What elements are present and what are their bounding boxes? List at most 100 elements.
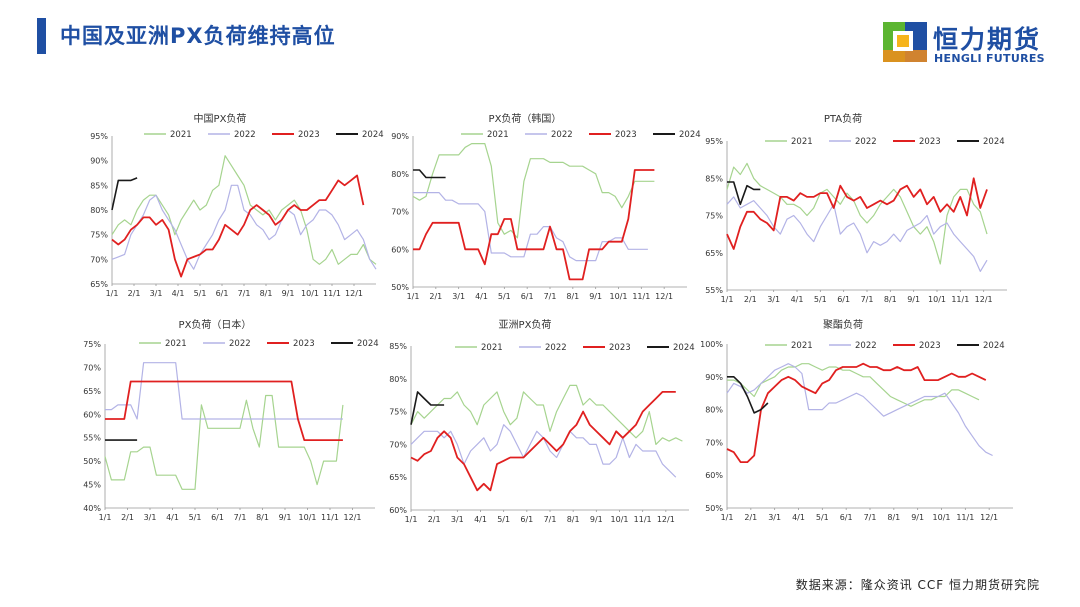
y-tick-label: 60% xyxy=(391,245,409,254)
x-tick-label: 10/1 xyxy=(301,289,319,298)
y-tick-label: 65% xyxy=(83,387,101,396)
chart-polyester-load: 聚酯负荷 2021 2022 2023 2024 50% 60% 70% 80% 90% 100% 1… xyxy=(700,318,1013,522)
series-line-2023 xyxy=(410,391,676,492)
x-tick-label: 9/1 xyxy=(590,515,603,524)
chart-pta-load: PTA负荷 2021 2022 2023 2024 55% 65% 75% 85% 95% 1/1 2… xyxy=(705,112,1007,304)
series-line-2024 xyxy=(727,375,769,414)
logo-english-name: HENGLI FUTURES xyxy=(934,52,1045,65)
x-tick-label: 5/1 xyxy=(816,513,829,522)
x-tick-label: 8/1 xyxy=(256,513,269,522)
legend-label: 2022 xyxy=(551,130,573,140)
y-tick-label: 65% xyxy=(389,473,407,482)
chart-title: PX负荷（日本） xyxy=(179,318,252,331)
series-line-2024 xyxy=(413,169,446,179)
y-tick-label: 85% xyxy=(90,181,108,190)
legend-label: 2024 xyxy=(983,137,1005,147)
legend-label: 2022 xyxy=(229,339,251,349)
x-tick-label: 10/1 xyxy=(299,513,317,522)
y-tick-label: 85% xyxy=(389,342,407,351)
y-tick-label: 70% xyxy=(391,208,409,217)
title-accent-bar xyxy=(37,18,46,54)
legend-label: 2022 xyxy=(855,341,877,351)
chart-title: 亚洲PX负荷 xyxy=(499,318,552,331)
x-tick-label: 5/1 xyxy=(189,513,202,522)
series-line-2023 xyxy=(413,169,655,281)
series-line-2021 xyxy=(410,384,683,446)
x-tick-label: 10/1 xyxy=(610,292,628,301)
x-tick-label: 7/1 xyxy=(238,289,251,298)
x-tick-label: 11/1 xyxy=(323,289,341,298)
x-tick-label: 12/1 xyxy=(980,513,998,522)
legend-label: 2021 xyxy=(487,130,509,140)
legend-label: 2023 xyxy=(293,339,315,349)
x-tick-label: 6/1 xyxy=(211,513,224,522)
legend-label: 2023 xyxy=(609,343,631,353)
y-tick-label: 50% xyxy=(391,283,409,292)
chart-asia-px-load: 亚洲PX负荷 2021 2022 2023 2024 60% 65% 70% 75% 80% 85%… xyxy=(389,318,694,524)
x-tick-label: 10/1 xyxy=(933,513,951,522)
legend-label: 2021 xyxy=(791,137,813,147)
series-line-2021 xyxy=(726,162,988,265)
y-tick-label: 60% xyxy=(389,506,407,515)
y-tick-label: 80% xyxy=(90,206,108,215)
x-tick-label: 6/1 xyxy=(521,292,534,301)
x-tick-label: 2/1 xyxy=(429,292,442,301)
y-tick-label: 65% xyxy=(705,249,723,258)
x-tick-label: 7/1 xyxy=(861,295,874,304)
page-title: 中国及亚洲PX负荷维持高位 xyxy=(60,24,336,48)
x-tick-label: 3/1 xyxy=(452,292,465,301)
y-tick-label: 75% xyxy=(90,231,108,240)
series-line-2022 xyxy=(726,196,988,272)
legend-label: 2021 xyxy=(165,339,187,349)
x-tick-label: 11/1 xyxy=(634,515,652,524)
series-line-2023 xyxy=(111,174,365,278)
series-line-2021 xyxy=(104,394,344,490)
legend-label: 2023 xyxy=(298,130,320,140)
x-tick-label: 8/1 xyxy=(884,295,897,304)
logo-chinese-name: 恒力期货 xyxy=(933,25,1042,54)
legend-label: 2023 xyxy=(919,341,941,351)
series-line-2023 xyxy=(105,380,343,441)
x-tick-label: 12/1 xyxy=(657,515,675,524)
x-tick-label: 12/1 xyxy=(655,292,673,301)
x-tick-label: 3/1 xyxy=(451,515,464,524)
logo-mark-icon xyxy=(883,22,927,62)
series-line-2022 xyxy=(111,184,377,270)
x-tick-label: 4/1 xyxy=(475,292,488,301)
x-tick-label: 10/1 xyxy=(928,295,946,304)
x-tick-label: 5/1 xyxy=(498,292,511,301)
x-tick-label: 8/1 xyxy=(566,292,579,301)
x-tick-label: 4/1 xyxy=(166,513,179,522)
y-tick-label: 80% xyxy=(705,406,723,415)
legend-label: 2021 xyxy=(170,130,192,140)
x-tick-label: 4/1 xyxy=(474,515,487,524)
x-tick-label: 1/1 xyxy=(721,513,734,522)
y-tick-label: 90% xyxy=(90,157,108,166)
chart-title: 聚酯负荷 xyxy=(823,318,863,331)
legend-label: 2024 xyxy=(679,130,701,140)
x-tick-label: 1/1 xyxy=(106,289,119,298)
legend-label: 2024 xyxy=(983,341,1005,351)
x-tick-label: 9/1 xyxy=(282,289,295,298)
x-tick-label: 5/1 xyxy=(497,515,510,524)
y-tick-label: 60% xyxy=(705,471,723,480)
x-tick-label: 6/1 xyxy=(837,295,850,304)
x-tick-label: 10/1 xyxy=(611,515,629,524)
x-tick-label: 8/1 xyxy=(887,513,900,522)
x-tick-label: 12/1 xyxy=(345,289,363,298)
x-tick-label: 3/1 xyxy=(768,513,781,522)
x-tick-label: 7/1 xyxy=(544,515,557,524)
x-tick-label: 2/1 xyxy=(121,513,134,522)
x-tick-label: 1/1 xyxy=(721,295,734,304)
x-tick-label: 4/1 xyxy=(172,289,185,298)
y-tick-label: 70% xyxy=(389,440,407,449)
x-tick-label: 7/1 xyxy=(544,292,557,301)
legend-label: 2024 xyxy=(357,339,379,349)
y-tick-label: 45% xyxy=(83,481,101,490)
y-tick-label: 75% xyxy=(83,340,101,349)
y-tick-label: 40% xyxy=(83,504,101,513)
y-tick-label: 70% xyxy=(83,363,101,372)
series-line-2022 xyxy=(105,362,343,420)
y-tick-label: 95% xyxy=(90,132,108,141)
x-tick-label: 4/1 xyxy=(791,295,804,304)
